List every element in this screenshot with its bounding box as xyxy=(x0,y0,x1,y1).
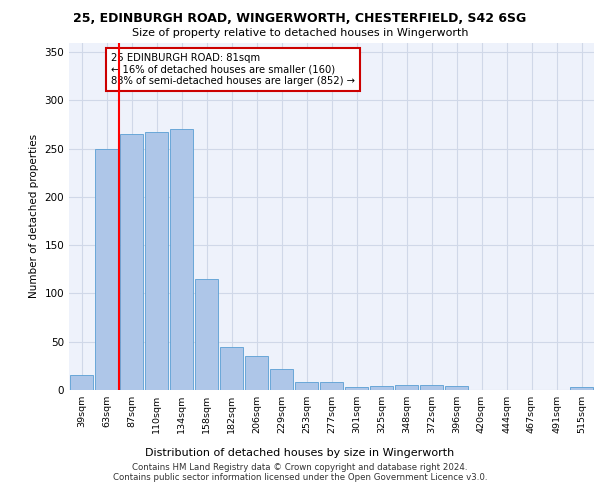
Bar xyxy=(270,369,293,390)
Bar xyxy=(170,130,193,390)
Bar xyxy=(70,374,93,390)
Bar xyxy=(570,387,593,390)
Bar xyxy=(95,148,118,390)
Y-axis label: Number of detached properties: Number of detached properties xyxy=(29,134,39,298)
Bar xyxy=(370,386,393,390)
Bar xyxy=(320,382,343,390)
Bar xyxy=(420,385,443,390)
Bar xyxy=(120,134,143,390)
Bar xyxy=(445,386,468,390)
Text: Size of property relative to detached houses in Wingerworth: Size of property relative to detached ho… xyxy=(132,28,468,38)
Text: Contains public sector information licensed under the Open Government Licence v3: Contains public sector information licen… xyxy=(113,474,487,482)
Bar xyxy=(145,132,168,390)
Bar xyxy=(195,279,218,390)
Bar xyxy=(245,356,268,390)
Bar xyxy=(395,385,418,390)
Bar xyxy=(295,382,318,390)
Bar xyxy=(345,387,368,390)
Text: 25 EDINBURGH ROAD: 81sqm
← 16% of detached houses are smaller (160)
83% of semi-: 25 EDINBURGH ROAD: 81sqm ← 16% of detach… xyxy=(111,53,355,86)
Text: 25, EDINBURGH ROAD, WINGERWORTH, CHESTERFIELD, S42 6SG: 25, EDINBURGH ROAD, WINGERWORTH, CHESTER… xyxy=(73,12,527,26)
Text: Distribution of detached houses by size in Wingerworth: Distribution of detached houses by size … xyxy=(145,448,455,458)
Bar xyxy=(220,346,243,390)
Text: Contains HM Land Registry data © Crown copyright and database right 2024.: Contains HM Land Registry data © Crown c… xyxy=(132,464,468,472)
